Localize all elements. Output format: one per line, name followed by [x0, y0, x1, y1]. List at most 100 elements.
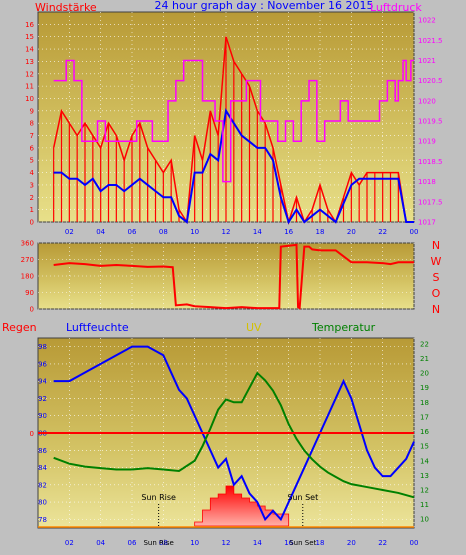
temperature-tick-label: 18: [420, 399, 429, 407]
wind-speed-label: Windstärke: [35, 1, 97, 14]
humidity-tick-label: 98: [38, 343, 47, 351]
temperature-tick-label: 13: [420, 472, 429, 480]
pressure-tick-label: 1017.5: [418, 198, 443, 206]
x-tick-label: 22: [378, 539, 387, 547]
wind-tick-label: 10: [25, 95, 34, 103]
humidity-tick-label: 78: [38, 516, 47, 524]
direction-tick-label: 180: [21, 273, 34, 281]
x-tick-label: 10: [190, 539, 199, 547]
temperature-tick-label: 15: [420, 443, 429, 451]
x-tick-label: 20: [347, 228, 356, 236]
x-tick-label: 02: [65, 228, 74, 236]
x-tick-label: 02: [65, 539, 74, 547]
humidity-tick-label: 90: [38, 412, 47, 420]
series-line-windst-rke: [52, 36, 414, 225]
pressure-label: Luftdruck: [370, 1, 422, 14]
direction-label-o: O: [432, 287, 441, 300]
humidity-tick-label: 96: [38, 360, 47, 368]
pressure-tick-label: 1022: [418, 17, 436, 25]
humidity-tick-label: 84: [38, 464, 47, 472]
x-tick-label: 14: [253, 228, 262, 236]
x-tick-label: 12: [222, 539, 231, 547]
x-tick-label: 12: [222, 228, 231, 236]
pressure-tick-label: 1019: [418, 138, 436, 146]
temperature-tick-label: 21: [420, 355, 429, 363]
wind-tick-label: 7: [30, 132, 34, 140]
wind-tick-label: 8: [30, 120, 34, 128]
temperature-tick-label: 10: [420, 516, 429, 524]
wind-pressure-ticks: 01234567891011121314151610171017.5101810…: [25, 17, 442, 236]
temperature-label: Temperatur: [311, 321, 376, 334]
wind-tick-label: 11: [25, 83, 34, 91]
series-line-luftfeuchte: [53, 345, 415, 522]
x-tick-label: 22: [378, 228, 387, 236]
sunset-bottom-label: Sun Set: [289, 539, 316, 547]
x-tick-label: 08: [159, 539, 168, 547]
humidity-tick-label: 92: [38, 395, 47, 403]
wind-direction-ticks: 0 90 180 270 360: [21, 240, 34, 314]
humidity-tick-label: 94: [38, 378, 47, 386]
direction-label-s: S: [433, 271, 440, 284]
temperature-tick-label: 14: [420, 457, 429, 465]
wind-pressure-series: [52, 36, 414, 225]
x-tick-label: 00: [410, 539, 419, 547]
uv-label: UV: [246, 321, 262, 334]
x-tick-label: 06: [128, 539, 137, 547]
humidity-tick-label: 80: [38, 499, 47, 507]
wind-tick-label: 13: [25, 58, 34, 66]
pressure-tick-label: 1020.5: [418, 77, 443, 85]
x-tick-label: 00: [410, 228, 419, 236]
x-tick-label: 06: [128, 228, 137, 236]
pressure-tick-label: 1018.5: [418, 158, 443, 166]
series-line-windst-rke-avg: [53, 108, 414, 225]
wind-tick-label: 4: [30, 169, 35, 177]
uv-area: [194, 485, 290, 527]
temperature-tick-label: 19: [420, 384, 429, 392]
wind-tick-label: 16: [25, 21, 34, 29]
x-tick-label: 16: [284, 228, 293, 236]
direction-tick-label: 270: [21, 256, 34, 264]
x-tick-label: 18: [316, 539, 325, 547]
chart-title: 24 hour graph day : November 16 2015: [154, 0, 373, 12]
rain-tick-label: 0: [30, 430, 34, 438]
pressure-tick-label: 1019.5: [418, 118, 443, 126]
direction-tick-label: 0: [30, 306, 34, 314]
series-line-wind-direction: [53, 243, 414, 310]
temperature-tick-label: 17: [420, 413, 429, 421]
temperature-tick-label: 22: [420, 340, 429, 348]
wind-tick-label: 14: [25, 46, 34, 54]
pressure-tick-label: 1018: [418, 178, 436, 186]
pressure-tick-label: 1020: [418, 97, 436, 105]
x-tick-label: 18: [316, 228, 325, 236]
wind-tick-label: 15: [25, 33, 34, 41]
sunset-label: Sun Set: [287, 493, 318, 502]
wind-tick-label: 12: [25, 70, 34, 78]
x-tick-label: 08: [159, 228, 168, 236]
humidity-tick-label: 86: [38, 447, 47, 455]
temperature-tick-label: 20: [420, 370, 429, 378]
x-tick-label: 10: [190, 228, 199, 236]
wind-tick-label: 2: [30, 194, 34, 202]
humidity-tick-label: 82: [38, 481, 47, 489]
humidity-temperature-ticks: 7880828486889092949698101112131415161718…: [30, 340, 430, 547]
wind-tick-label: 5: [30, 157, 34, 165]
x-tick-label: 04: [96, 228, 105, 236]
x-tick-label: 20: [347, 539, 356, 547]
pressure-tick-label: 1021.5: [418, 37, 443, 45]
temperature-tick-label: 11: [420, 501, 429, 509]
temperature-tick-label: 12: [420, 487, 429, 495]
humidity-temperature-series: [38, 345, 415, 528]
series-line-temperatur: [53, 371, 415, 499]
x-tick-label: 14: [253, 539, 262, 547]
series-line-luftdruck: [53, 59, 414, 183]
pressure-tick-label: 1017: [418, 219, 436, 227]
direction-tick-label: 360: [21, 240, 34, 248]
wind-direction-series: [53, 243, 414, 310]
direction-tick-label: 90: [25, 289, 34, 297]
humidity-label: Luftfeuchte: [66, 321, 129, 334]
wind-tick-label: 6: [30, 144, 35, 152]
pressure-tick-label: 1021: [418, 57, 436, 65]
wind-tick-label: 0: [30, 219, 34, 227]
direction-label-n-bottom: N: [432, 303, 440, 316]
